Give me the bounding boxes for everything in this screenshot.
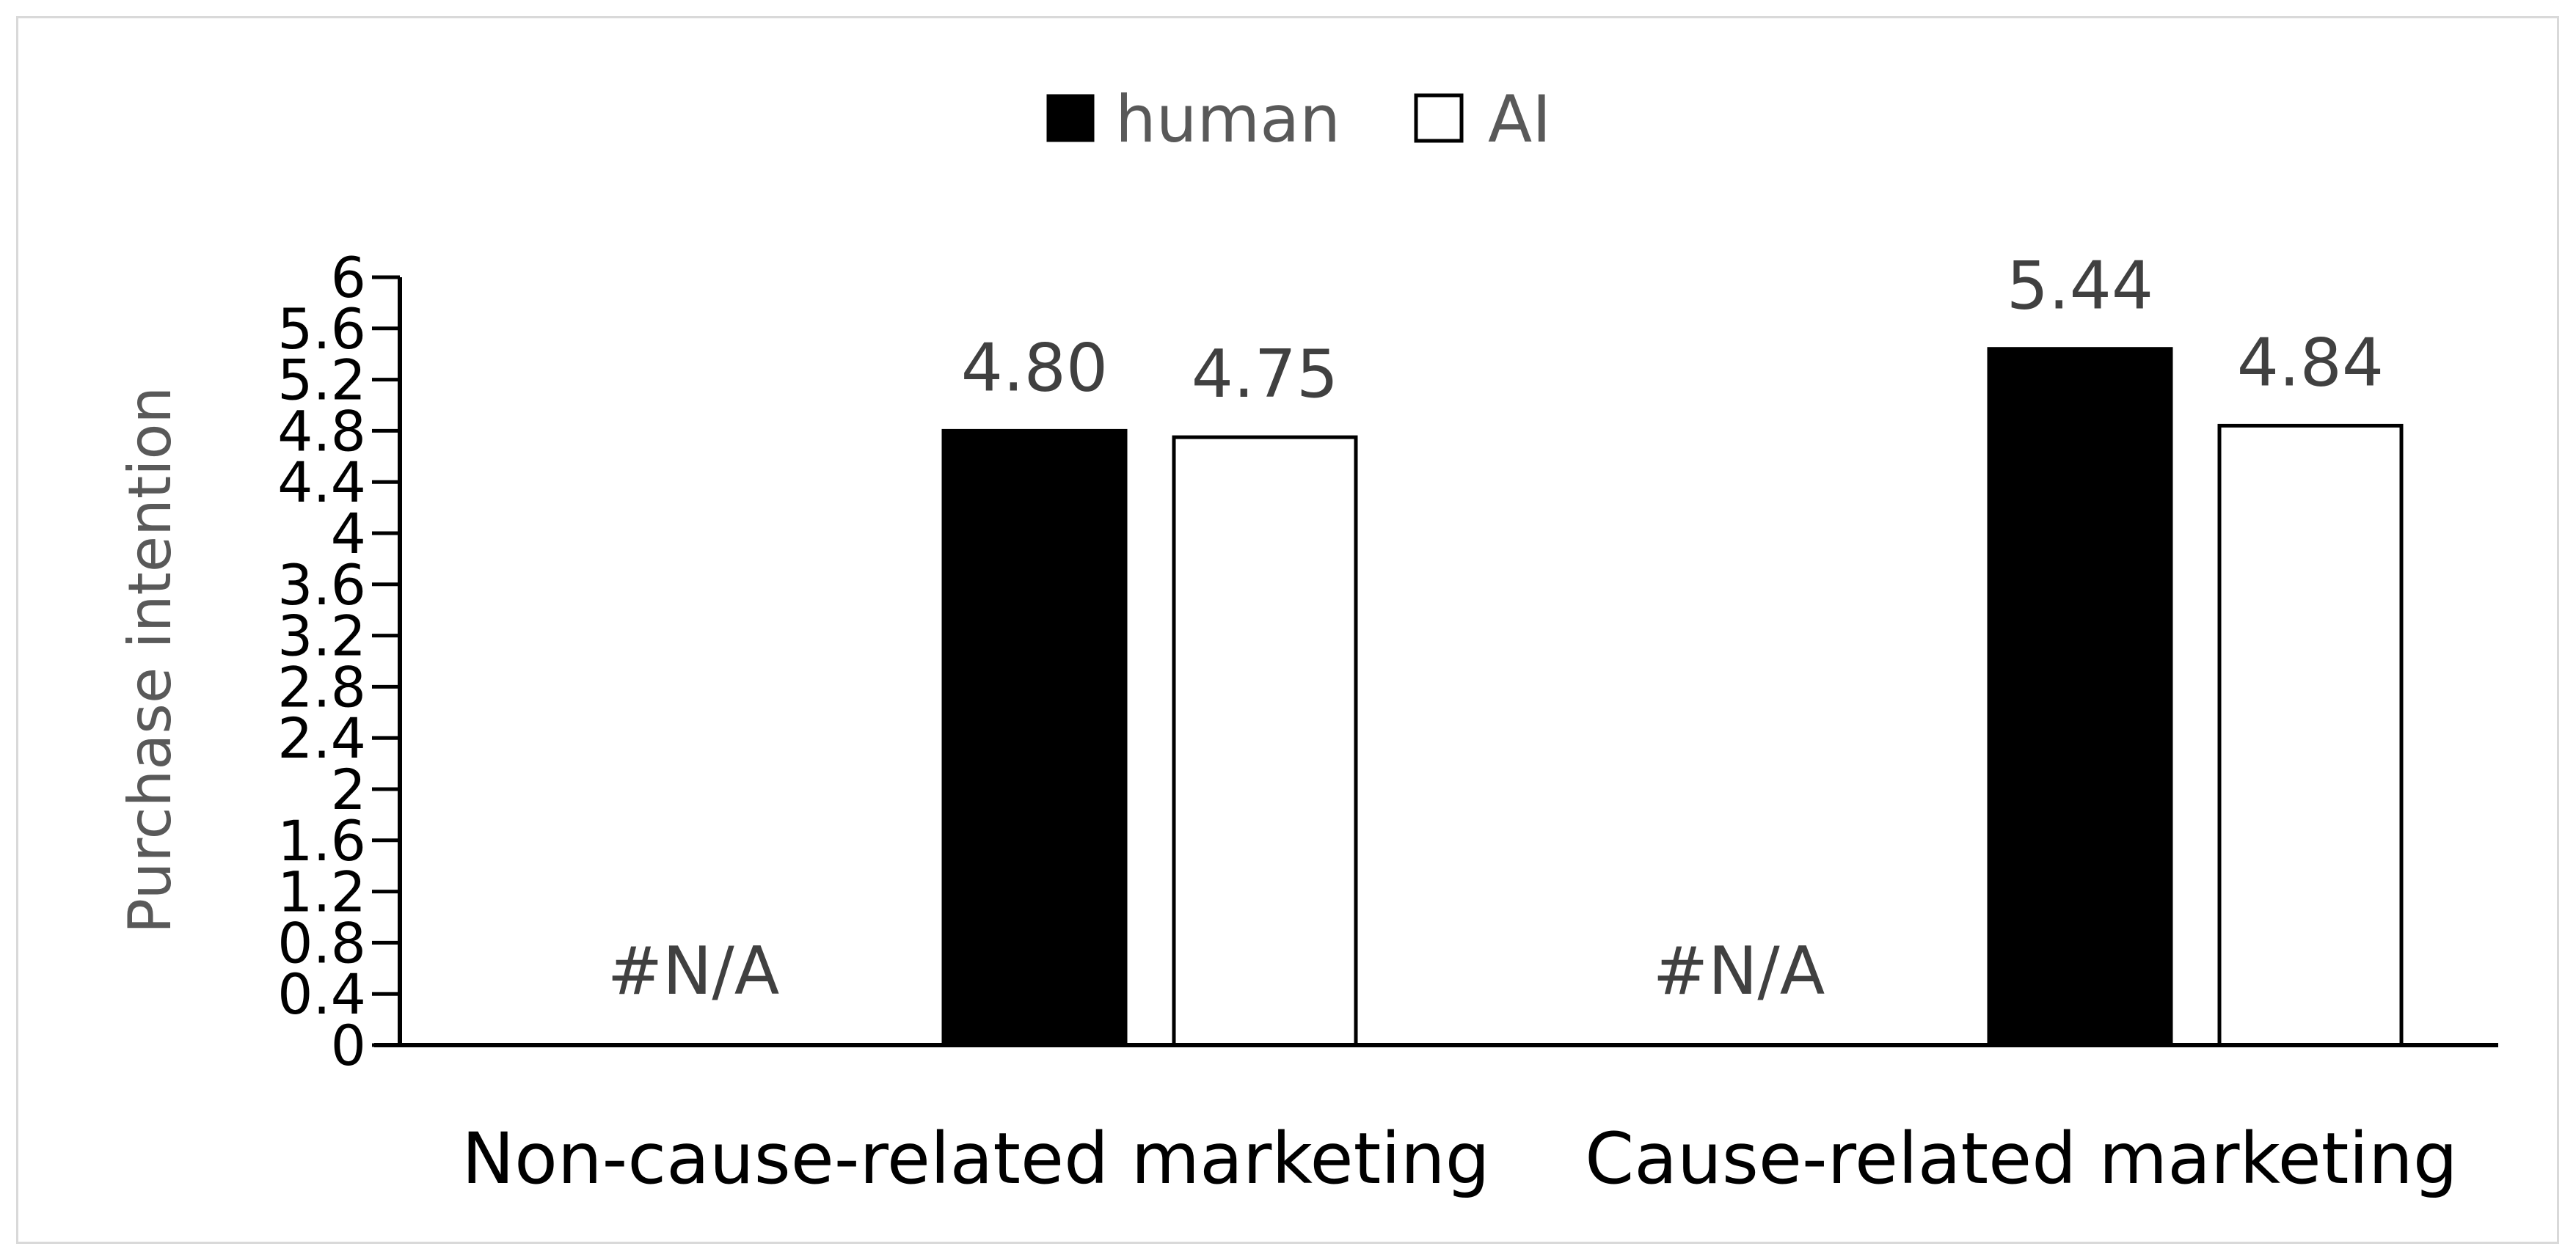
na-label-0: #N/A xyxy=(607,933,780,1010)
legend-swatch-ai xyxy=(1414,93,1464,143)
data-label-human-0: 4.80 xyxy=(961,329,1108,406)
y-tick-label: 4.4 xyxy=(277,450,366,515)
category-label-0: Non-cause-related marketing xyxy=(461,1118,1489,1200)
legend-label-human: human xyxy=(1115,81,1340,157)
y-tick-label: 2 xyxy=(331,757,366,822)
y-tick-label: 1.6 xyxy=(277,808,366,873)
y-tick-label: 4.8 xyxy=(277,398,366,464)
data-label-ai-0: 4.75 xyxy=(1192,336,1338,413)
y-tick-label: 6 xyxy=(331,245,366,310)
y-tick-label: 4 xyxy=(331,501,366,566)
y-tick-label: 0.8 xyxy=(277,910,366,975)
bar-human-0 xyxy=(941,428,1128,1047)
data-labels: 4.80 4.75 5.44 4.84 xyxy=(961,248,2384,413)
bar-ai-0 xyxy=(1172,435,1358,1047)
data-label-human-1: 5.44 xyxy=(2007,248,2153,325)
y-axis: 00.40.81.21.622.42.83.23.644.44.85.25.66 xyxy=(277,245,402,1078)
y-tick-label: 5.6 xyxy=(277,296,366,362)
y-tick-label: 3.6 xyxy=(277,552,366,618)
y-tick-label: 0.4 xyxy=(277,962,366,1027)
y-tick-label: 1.2 xyxy=(277,860,366,925)
y-axis-title: Purchase intention xyxy=(116,387,184,934)
category-label-1: Cause-related marketing xyxy=(1585,1118,2458,1200)
data-label-ai-1: 4.84 xyxy=(2237,324,2384,401)
y-tick-label: 5.2 xyxy=(277,348,366,413)
category-labels: Non-cause-related marketing Cause-related… xyxy=(461,1118,2458,1200)
legend-swatch-human xyxy=(1046,94,1095,142)
legend: human AI xyxy=(1046,81,1551,157)
y-tick-label: 0 xyxy=(331,1013,366,1078)
na-labels: #N/A #N/A xyxy=(607,933,1825,1010)
y-tick-label: 3.2 xyxy=(277,604,366,669)
na-label-1: #N/A xyxy=(1653,933,1825,1010)
y-tick-label: 2.8 xyxy=(277,654,366,719)
bar-human-1 xyxy=(1987,347,2173,1047)
y-tick-label: 2.4 xyxy=(277,706,366,771)
legend-label-ai: AI xyxy=(1488,81,1551,157)
bar-ai-1 xyxy=(2217,423,2404,1047)
